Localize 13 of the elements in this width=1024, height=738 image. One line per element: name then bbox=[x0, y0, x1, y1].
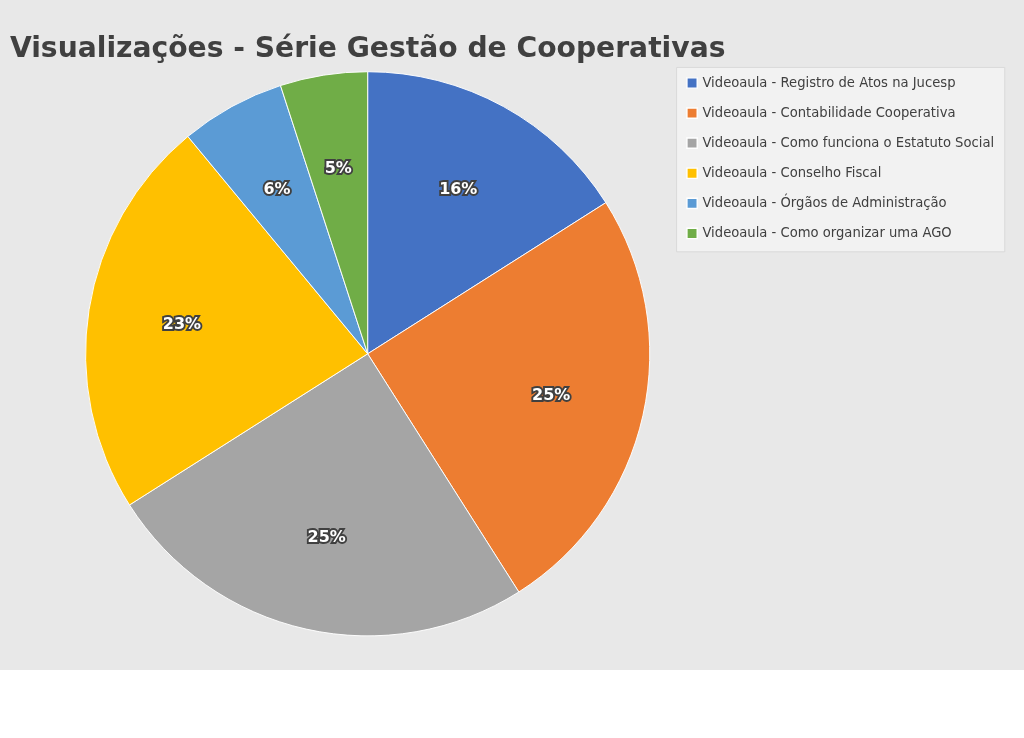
legend-label: Videoaula - Contabilidade Cooperativa bbox=[702, 104, 956, 120]
legend-label: Videoaula - Órgãos de Administração bbox=[702, 193, 947, 211]
data-label: 5% bbox=[324, 157, 352, 177]
data-label: 25% bbox=[532, 384, 571, 404]
data-label: 23% bbox=[162, 314, 202, 334]
data-label: 6% bbox=[263, 178, 291, 198]
data-label: 25% bbox=[307, 527, 346, 547]
legend-label: Videoaula - Como funciona o Estatuto Social bbox=[702, 134, 995, 150]
legend-label: Videoaula - Registro de Atos na Jucesp bbox=[702, 74, 956, 90]
legend-label: Videoaula - Como organizar uma AGO bbox=[702, 225, 952, 241]
chart-title: Visualizações - Série Gestão de Cooperativas bbox=[9, 31, 726, 65]
data-label: 16% bbox=[439, 178, 478, 198]
legend-label: Videoaula - Conselho Fiscal bbox=[702, 165, 882, 181]
